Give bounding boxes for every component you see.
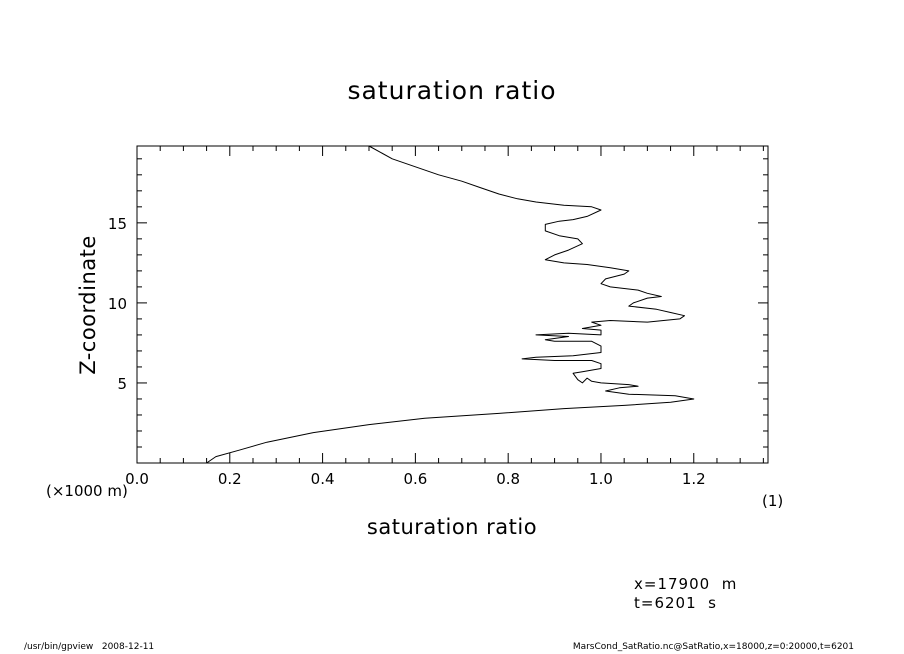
axis-tick-labels: 0.0 0.2 0.4 0.6 0.8 1.0 1.2 5 10 15 bbox=[108, 215, 706, 488]
chart-title: saturation ratio bbox=[347, 76, 557, 105]
info-time: t=6201 s bbox=[634, 594, 717, 612]
footer-data-source: MarsCond_SatRatio.nc@SatRatio,x=18000,z=… bbox=[572, 642, 854, 652]
y-axis-unit: (×1000 m) bbox=[46, 482, 128, 500]
axis-ticks bbox=[136, 146, 768, 463]
footer-command: /usr/bin/gpview 2008-12-11 bbox=[24, 642, 155, 652]
x-tick-label: 1.0 bbox=[589, 470, 613, 488]
plot-frame bbox=[136, 145, 769, 464]
x-tick-label: 0.0 bbox=[125, 470, 149, 488]
x-tick-label: 0.2 bbox=[218, 470, 242, 488]
x-tick-label: 0.4 bbox=[311, 470, 335, 488]
y-axis-label: Z-coordinate bbox=[76, 235, 100, 375]
y-tick-label: 5 bbox=[117, 375, 127, 393]
series-line bbox=[206, 145, 695, 464]
x-tick-label: 0.6 bbox=[403, 470, 427, 488]
x-tick-label: 1.2 bbox=[682, 470, 706, 488]
y-tick-label: 15 bbox=[108, 215, 127, 233]
x-axis-unit: (1) bbox=[762, 492, 784, 510]
x-tick-label: 0.8 bbox=[496, 470, 520, 488]
info-x-position: x=17900 m bbox=[634, 575, 738, 593]
y-tick-label: 10 bbox=[108, 295, 127, 313]
x-axis-label: saturation ratio bbox=[366, 515, 538, 539]
series-group bbox=[206, 145, 695, 464]
